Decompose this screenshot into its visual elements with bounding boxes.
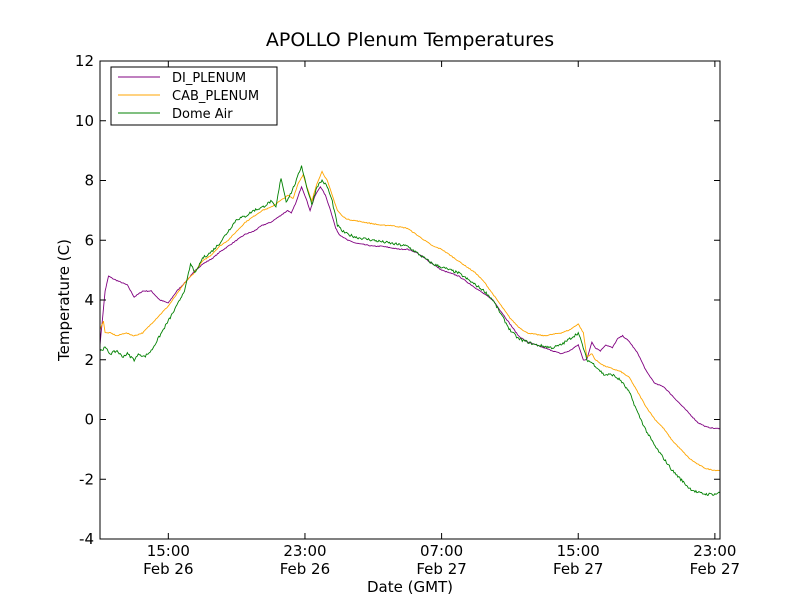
y-tick-label: 8: [84, 172, 94, 190]
legend-label-dome-air: Dome Air: [172, 107, 233, 122]
x-tick-label-date: Feb 26: [280, 560, 330, 578]
x-tick-label-date: Feb 27: [553, 560, 603, 578]
series-layer: [99, 165, 721, 496]
y-axis-label: Temperature (C): [55, 239, 73, 362]
x-tick-label-time: 15:00: [147, 542, 190, 560]
x-tick-label-date: Feb 27: [690, 560, 740, 578]
y-tick-label: 0: [84, 411, 94, 429]
chart-title: APOLLO Plenum Temperatures: [266, 29, 554, 51]
legend-label-di-plenum: DI_PLENUM: [172, 71, 246, 86]
plot-frame: [99, 60, 721, 540]
y-tick-label: 4: [84, 291, 94, 309]
y-tick-label: 12: [75, 52, 94, 70]
series-line-dome-air: [99, 165, 721, 496]
y-tick-label: -4: [79, 530, 94, 548]
x-axis-label: Date (GMT): [367, 578, 453, 596]
x-tick-label-time: 23:00: [693, 542, 736, 560]
series-line-cab-plenum: [99, 170, 721, 472]
x-tick-label-time: 23:00: [283, 542, 326, 560]
y-tick-label: 10: [75, 112, 94, 130]
y-tick-label: 2: [84, 351, 94, 369]
legend-label-cab-plenum: CAB_PLENUM: [172, 89, 259, 104]
y-tick-label: 6: [84, 231, 94, 249]
y-tick-label: -2: [79, 470, 94, 488]
x-tick-label-time: 07:00: [420, 542, 463, 560]
x-tick-label-time: 15:00: [557, 542, 600, 560]
series-line-di-plenum: [99, 185, 721, 430]
x-tick-label-date: Feb 26: [143, 560, 193, 578]
legend: DI_PLENUM CAB_PLENUM Dome Air: [110, 66, 278, 126]
x-tick-label-date: Feb 27: [416, 560, 466, 578]
